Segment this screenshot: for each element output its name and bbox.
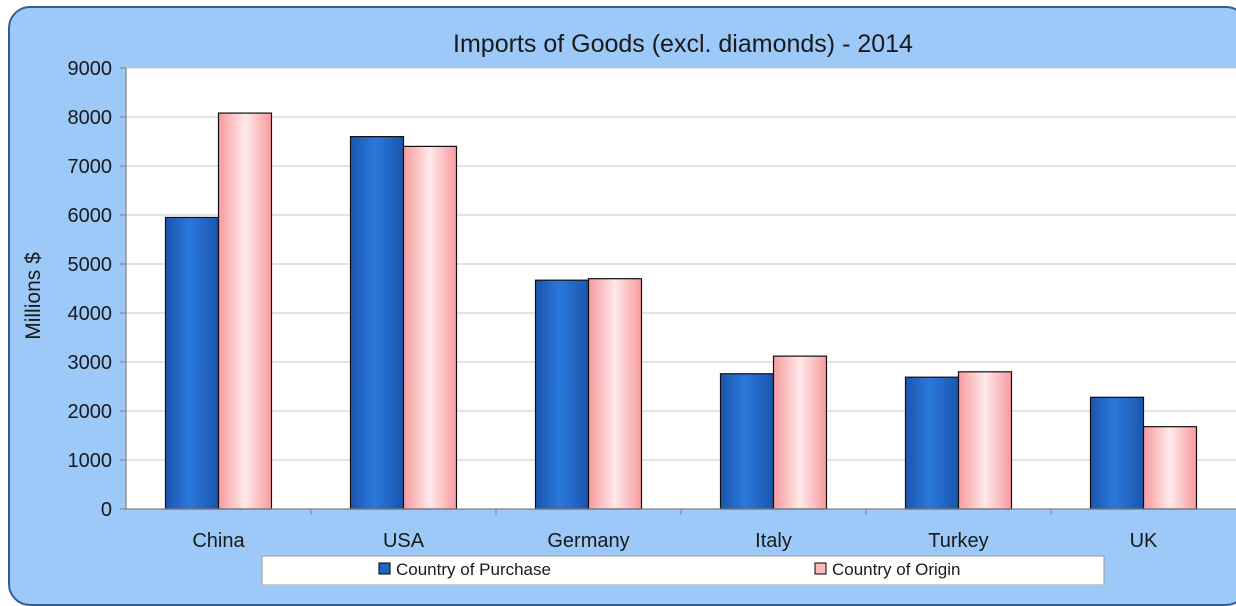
- x-category-label: UK: [1130, 530, 1158, 552]
- chart-title: Imports of Goods (excl. diamonds) - 2014: [453, 30, 913, 58]
- legend-label-purchase: Country of Purchase: [396, 560, 551, 579]
- bar-origin-usa: [402, 145, 458, 510]
- y-axis-label: Millions $: [22, 252, 45, 340]
- y-tick-label: 5000: [68, 254, 113, 276]
- legend-swatch-origin: [814, 562, 827, 575]
- x-axis-categories: China USA Germany Italy Turkey UK: [192, 509, 1158, 552]
- bar-purchase-uk: [1089, 396, 1145, 510]
- bar-purchase-germany: [534, 279, 590, 510]
- y-tick-label: 1000: [68, 450, 113, 472]
- plot-area: [126, 68, 1236, 509]
- bar-origin-turkey: [957, 371, 1013, 510]
- x-category-label: Germany: [547, 530, 629, 552]
- y-tick-label: 0: [101, 499, 112, 521]
- x-category-label: USA: [383, 530, 425, 552]
- legend-swatch-purchase: [378, 562, 391, 575]
- bar-origin-germany: [587, 278, 643, 510]
- bar-origin-uk: [1142, 426, 1198, 510]
- x-category-label: China: [192, 530, 245, 552]
- y-tick-label: 3000: [68, 352, 113, 374]
- bar-chart: Imports of Goods (excl. diamonds) - 2014…: [22, 30, 1236, 585]
- bar-origin-china: [217, 112, 273, 510]
- y-tick-label: 2000: [68, 401, 113, 423]
- y-tick-label: 6000: [68, 205, 113, 227]
- x-category-label: Italy: [755, 530, 792, 552]
- bar-purchase-usa: [349, 136, 405, 510]
- bar-purchase-china: [164, 216, 220, 510]
- y-axis-ticks: 0 1000 2000 3000 4000 5000 6000 7000 8000 9000: [68, 58, 126, 521]
- legend-label-origin: Country of Origin: [832, 560, 961, 579]
- y-tick-label: 8000: [68, 107, 113, 129]
- y-tick-label: 4000: [68, 303, 113, 325]
- bar-origin-italy: [772, 355, 828, 510]
- bar-purchase-turkey: [904, 376, 960, 510]
- bar-purchase-italy: [719, 373, 775, 510]
- y-tick-label: 9000: [68, 58, 113, 80]
- legend: Country of Purchase Country of Origin: [261, 555, 1105, 585]
- x-category-label: Turkey: [928, 530, 988, 552]
- gridlines: [126, 67, 1236, 461]
- y-tick-label: 7000: [68, 156, 113, 178]
- legend-box: [261, 555, 1105, 585]
- bars: [164, 112, 1198, 510]
